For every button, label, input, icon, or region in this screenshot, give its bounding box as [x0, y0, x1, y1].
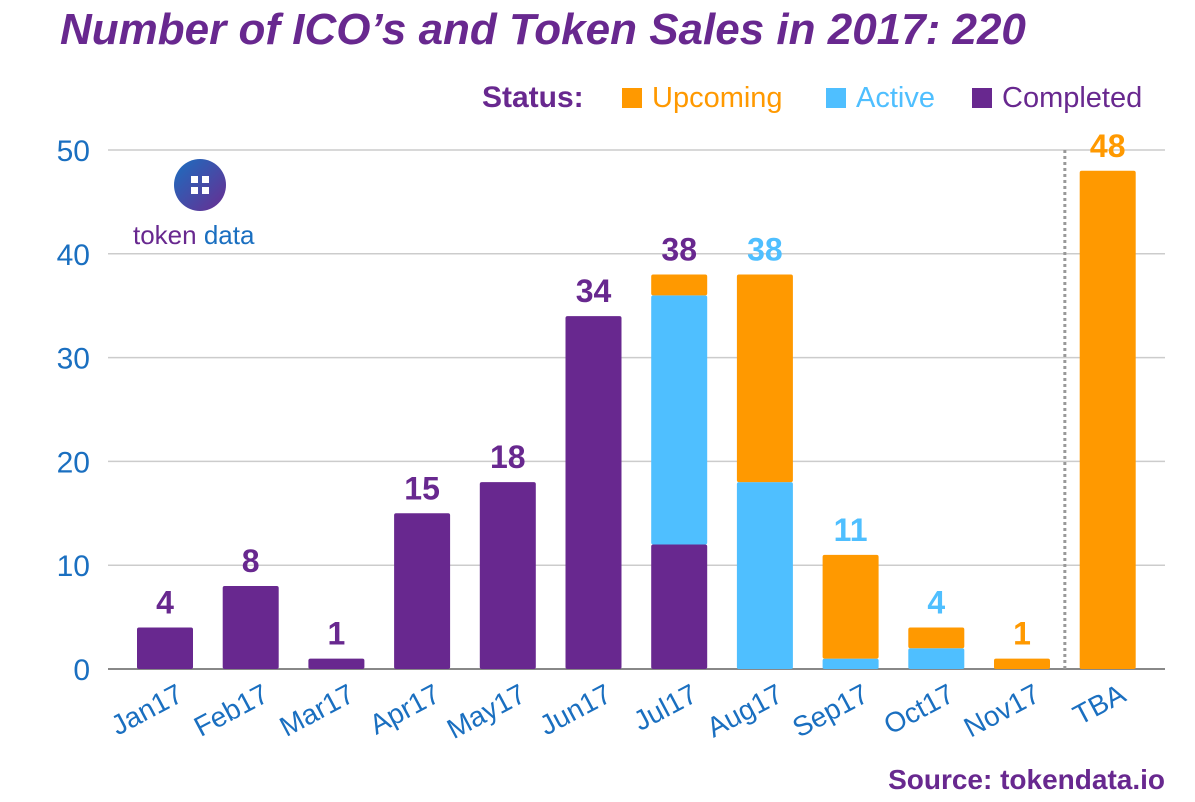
total-label: 38 — [747, 232, 783, 268]
bar-upcoming-Nov17 — [994, 658, 1050, 669]
x-tick-label: TBA — [1068, 678, 1131, 731]
total-label: 11 — [834, 512, 868, 548]
x-tick-label: Feb17 — [189, 678, 274, 743]
legend-label-completed: Completed — [1002, 82, 1142, 114]
x-tick-label: Jun17 — [534, 678, 616, 741]
bar-completed-Jan17 — [137, 627, 193, 669]
bar-upcoming-TBA — [1079, 170, 1136, 669]
bar-completed-Feb17 — [222, 585, 279, 669]
total-label: 8 — [242, 543, 260, 579]
x-tick-label: Apr17 — [364, 678, 445, 740]
y-tick-label: 0 — [73, 654, 90, 687]
total-label: 18 — [490, 439, 526, 475]
y-tick-label: 10 — [57, 550, 90, 583]
legend-swatch-upcoming — [622, 88, 642, 108]
logo-text-token: token — [133, 220, 197, 250]
bar-upcoming-Aug17 — [736, 274, 793, 483]
bar-upcoming-Oct17 — [908, 627, 965, 649]
legend: Status: Upcoming Active Completed — [482, 81, 1142, 114]
x-tick-label: Sep17 — [787, 678, 873, 743]
x-tick-label: Aug17 — [702, 678, 788, 743]
bar-upcoming-Sep17 — [822, 554, 879, 659]
bar-upcoming-Jul17 — [651, 274, 708, 296]
logo-text-data: data — [204, 220, 255, 250]
legend-swatch-completed — [972, 88, 992, 108]
x-tick-label: Oct17 — [879, 678, 960, 740]
legend-label-upcoming: Upcoming — [652, 82, 783, 114]
logo: token data — [133, 159, 255, 250]
legend-title: Status: — [482, 81, 584, 114]
total-label: 1 — [1013, 616, 1031, 652]
legend-label-active: Active — [856, 82, 935, 114]
bar-active-Jul17 — [651, 295, 708, 545]
x-tick-label: Mar17 — [275, 678, 360, 743]
logo-icon — [174, 159, 226, 211]
total-label: 4 — [156, 584, 174, 620]
bar-active-Sep17 — [822, 658, 879, 669]
bar-completed-Apr17 — [394, 513, 451, 669]
y-tick-label: 40 — [57, 239, 90, 272]
x-tick-label: May17 — [442, 678, 531, 745]
bar-active-Oct17 — [908, 648, 965, 669]
total-label: 34 — [576, 273, 612, 309]
y-tick-label: 30 — [57, 343, 90, 376]
bar-active-Aug17 — [736, 482, 793, 669]
x-tick-label: Nov17 — [959, 678, 1045, 743]
total-label: 48 — [1090, 128, 1126, 164]
bar-completed-Jun17 — [565, 316, 622, 669]
bar-completed-May17 — [479, 482, 536, 669]
total-label: 1 — [328, 616, 346, 652]
total-label: 4 — [927, 584, 945, 620]
total-label: 15 — [404, 470, 440, 506]
y-tick-label: 20 — [57, 446, 90, 479]
bar-completed-Jul17 — [651, 544, 708, 669]
y-tick-label: 50 — [57, 135, 90, 168]
chart-title: Number of ICO’s and Token Sales in 2017:… — [60, 5, 1026, 54]
bar-completed-Mar17 — [308, 658, 365, 669]
x-tick-label: Jul17 — [628, 678, 702, 737]
total-label: 38 — [661, 232, 697, 268]
legend-swatch-active — [826, 88, 846, 108]
svg-text:token data: token data — [133, 220, 255, 250]
source-text: Source: tokendata.io — [888, 764, 1165, 795]
x-tick-label: Jan17 — [106, 678, 188, 741]
